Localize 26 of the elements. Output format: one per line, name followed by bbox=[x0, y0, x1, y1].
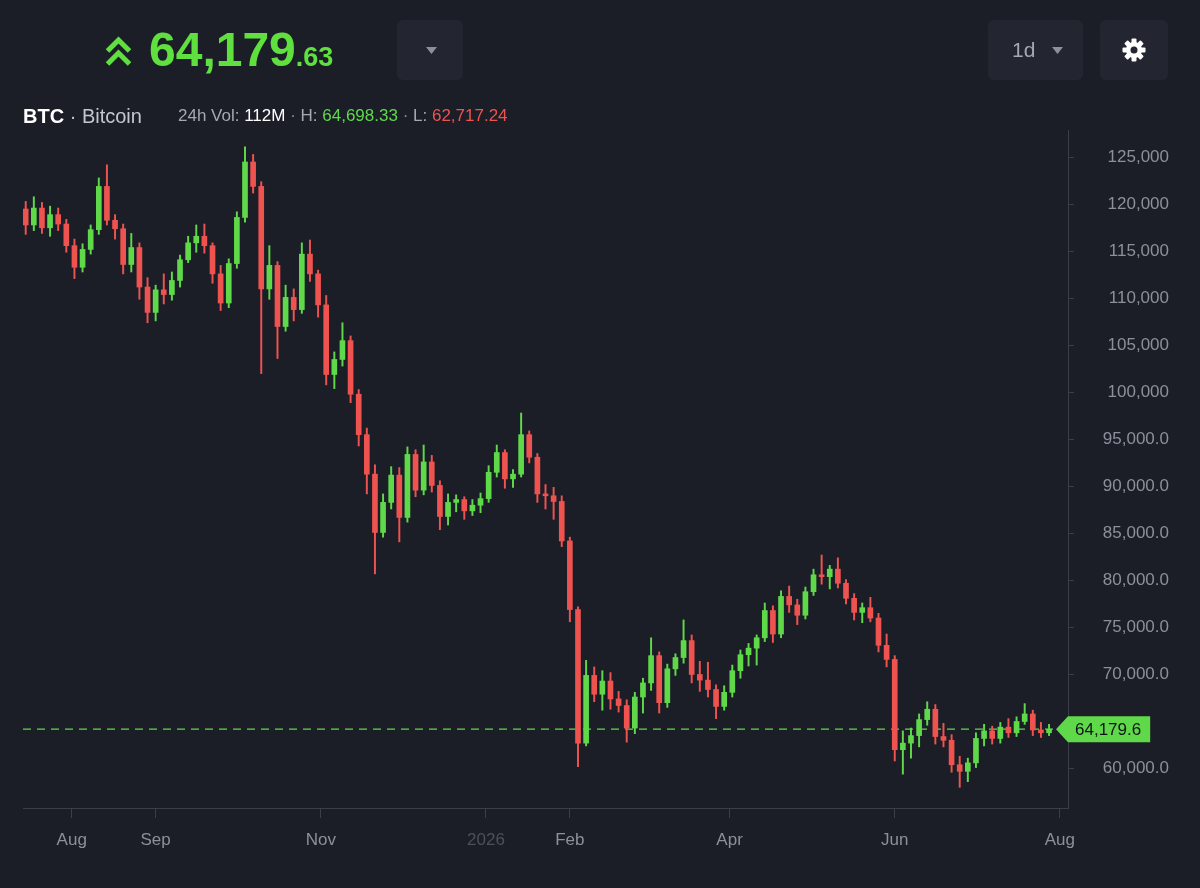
x-tick-label: Feb bbox=[555, 829, 585, 849]
y-tick-label: 115,000 bbox=[1108, 240, 1169, 260]
y-tick-label: 125,000 bbox=[1107, 146, 1169, 166]
chart-title: 64,179.63 bbox=[149, 23, 334, 76]
y-tick-label: 80,000.0 bbox=[1102, 570, 1169, 590]
y-tick-label: 95,000.0 bbox=[1102, 429, 1169, 449]
x-tick-label: Jun bbox=[881, 829, 909, 849]
text: 24h Vol: 112M · H: 64,698.33 · L: 62,717.24 bbox=[178, 106, 508, 125]
y-tick-label: 100,000 bbox=[1107, 382, 1169, 402]
y-tick-label: 90,000.0 bbox=[1102, 476, 1169, 496]
x-tick-label: Aug bbox=[1044, 829, 1075, 849]
x-tick-label: Aug bbox=[56, 829, 87, 849]
y-tick-label: 120,000 bbox=[1107, 193, 1169, 213]
y-tick-label: 60,000.0 bbox=[1102, 758, 1169, 778]
y-tick-label: 110,000 bbox=[1108, 288, 1169, 308]
text: 1d bbox=[1012, 37, 1036, 63]
y-tick-label: 70,000.0 bbox=[1102, 664, 1169, 684]
x-tick-label: Nov bbox=[305, 829, 337, 849]
x-tick-label: Sep bbox=[140, 829, 171, 849]
y-tick-label: 75,000.0 bbox=[1102, 617, 1169, 637]
x-tick-label: Apr bbox=[716, 829, 744, 849]
chart-subtitle: BTC · Bitcoin bbox=[23, 105, 142, 127]
y-tick-label: 85,000.0 bbox=[1102, 523, 1169, 543]
candlestick bbox=[818, 554, 825, 585]
y-tick-label: 105,000 bbox=[1107, 335, 1169, 355]
ref-line-label: 64,179.6 bbox=[1075, 719, 1142, 739]
